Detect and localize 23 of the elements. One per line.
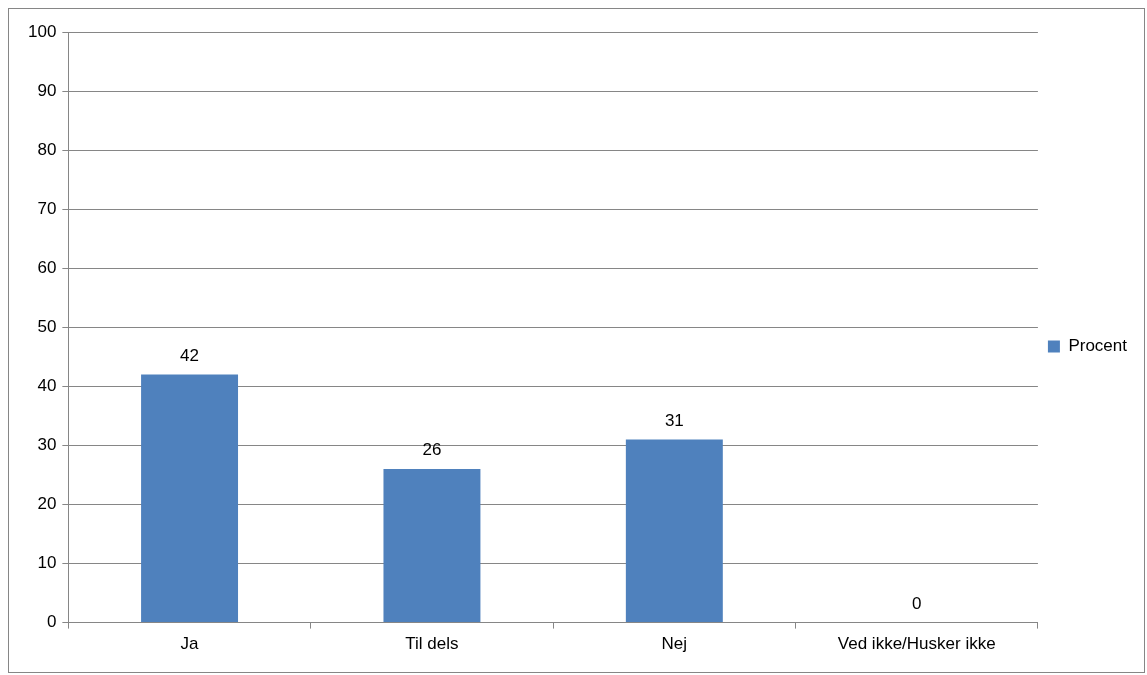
data-label: 26	[422, 440, 442, 460]
y-tick-label: 50	[37, 316, 57, 336]
y-tick-label: 60	[37, 257, 57, 277]
x-tick-label: Ved ikke/Husker ikke	[837, 634, 996, 654]
y-tick-label: 40	[37, 376, 57, 396]
bar	[141, 374, 239, 623]
y-tick-label: 0	[46, 612, 57, 632]
y-tick-label: 20	[37, 494, 57, 514]
bar	[625, 439, 723, 623]
y-tick-label: 100	[27, 21, 57, 41]
bar	[383, 469, 481, 623]
x-tick-label: Til dels	[405, 634, 459, 654]
x-tick-label: Nej	[661, 634, 688, 654]
legend-label: Procent	[1068, 336, 1128, 356]
data-label: 42	[180, 345, 200, 365]
y-tick-label: 30	[37, 435, 57, 455]
data-label: 31	[664, 410, 684, 430]
y-tick-label: 10	[37, 553, 57, 573]
y-tick-label: 70	[37, 198, 57, 218]
x-tick-label: Ja	[180, 634, 200, 654]
y-tick-label: 90	[37, 80, 57, 100]
y-tick-label: 80	[37, 139, 57, 159]
data-label: 0	[911, 593, 922, 613]
